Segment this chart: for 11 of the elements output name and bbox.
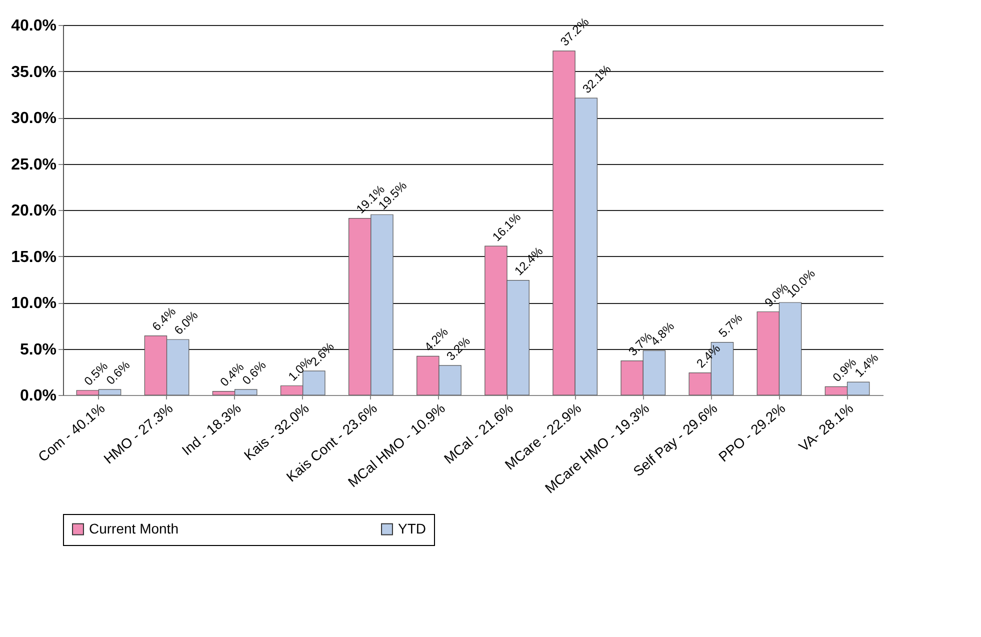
y-tick-label: 10.0% [11,295,56,312]
y-tick-label: 30.0% [11,110,56,127]
y-tick-label: 0.0% [20,388,56,404]
y-tick-label: 20.0% [11,202,56,220]
y-tick-label: 15.0% [11,248,56,266]
y-tick-label: 25.0% [11,156,56,174]
y-tick-label: 5.0% [20,341,56,358]
legend-label: YTD [398,520,426,536]
y-tick-label: 35.0% [11,64,56,81]
y-tick-label: 40.0% [11,18,56,34]
legend-label: Current Month [89,520,178,536]
